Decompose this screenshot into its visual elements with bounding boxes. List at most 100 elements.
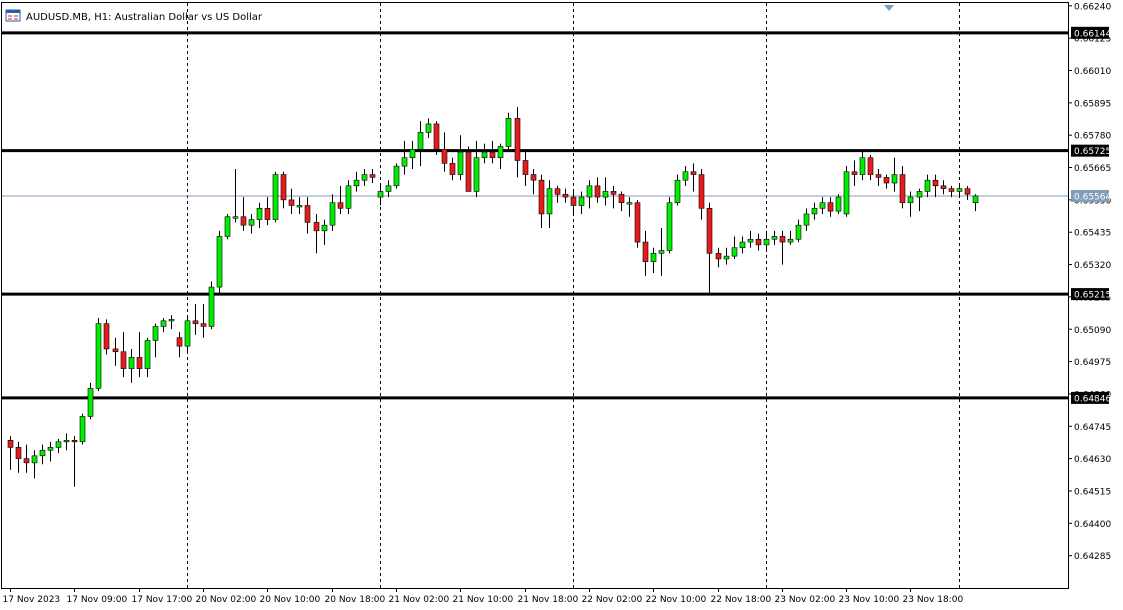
candle-body-bull bbox=[361, 174, 368, 181]
candle bbox=[811, 202, 818, 220]
candle-body-bear bbox=[441, 148, 448, 164]
level-label-box bbox=[1071, 26, 1109, 39]
candle-body-bear bbox=[200, 323, 207, 327]
candle bbox=[296, 197, 303, 214]
candle bbox=[610, 185, 617, 209]
candle-body-bear bbox=[337, 202, 344, 209]
x-tick-label: 23 Nov 02:00 bbox=[775, 595, 836, 605]
candle-body-bear bbox=[304, 205, 311, 223]
chart-header: AUDUSD.MB, H1: Australian Dollar vs US D… bbox=[5, 9, 263, 23]
y-tick-label: 0.64515 bbox=[1074, 487, 1111, 497]
candle bbox=[409, 140, 416, 169]
candle bbox=[666, 197, 673, 254]
candle-body-bull bbox=[401, 157, 408, 167]
level-label: 0.64846 bbox=[1074, 394, 1111, 404]
candle bbox=[385, 180, 392, 198]
candle-body-bear bbox=[875, 174, 882, 178]
shift-marker-icon[interactable] bbox=[884, 5, 894, 11]
candle-body-bull bbox=[63, 440, 70, 443]
level-label-box bbox=[1071, 288, 1109, 301]
candle bbox=[192, 303, 199, 335]
candle bbox=[650, 247, 657, 273]
candle bbox=[626, 197, 633, 217]
candle-body-bull bbox=[795, 224, 802, 240]
candle bbox=[779, 230, 786, 265]
candle bbox=[658, 228, 665, 276]
x-tick-label: 21 Nov 10:00 bbox=[453, 595, 514, 605]
candle bbox=[618, 191, 625, 212]
x-tick-label: 23 Nov 18:00 bbox=[903, 595, 964, 605]
candle bbox=[47, 441, 54, 462]
candle bbox=[369, 168, 376, 183]
candle-body-bear bbox=[369, 174, 376, 178]
candle bbox=[578, 191, 585, 214]
y-tick-label: 0.65665 bbox=[1074, 164, 1111, 174]
candle-body-bull bbox=[353, 179, 360, 187]
candle bbox=[481, 143, 488, 164]
candle-body-bull bbox=[916, 191, 923, 198]
candle bbox=[232, 168, 239, 223]
candle-body-bear bbox=[634, 202, 641, 243]
candle-body-bull bbox=[819, 202, 826, 209]
y-tick-label: 0.64400 bbox=[1074, 520, 1111, 530]
candle-body-bear bbox=[570, 196, 577, 206]
candle-body-bull bbox=[739, 241, 746, 248]
candle-body-bull bbox=[771, 236, 778, 240]
candle-body-bear bbox=[264, 208, 271, 220]
candle bbox=[916, 188, 923, 212]
y-tick-label: 0.64285 bbox=[1074, 552, 1111, 562]
candle-body-bull bbox=[39, 449, 46, 457]
candle bbox=[79, 413, 86, 445]
candle bbox=[715, 247, 722, 268]
candle bbox=[224, 213, 231, 240]
candle bbox=[401, 140, 408, 175]
candle-body-bear bbox=[940, 185, 947, 189]
y-tick-label: 0.66010 bbox=[1074, 67, 1111, 77]
candle bbox=[39, 444, 46, 465]
candle bbox=[706, 202, 713, 293]
chart-window-icon[interactable] bbox=[5, 9, 21, 22]
candle bbox=[948, 185, 955, 198]
candle-body-bull bbox=[747, 238, 754, 243]
candle bbox=[361, 168, 368, 186]
candle-body-bull bbox=[345, 185, 352, 209]
candle bbox=[964, 185, 971, 200]
candle bbox=[208, 281, 215, 330]
candle bbox=[240, 197, 247, 231]
candle bbox=[634, 199, 641, 248]
candle-body-bear bbox=[715, 253, 722, 260]
candle-body-bull bbox=[578, 196, 585, 206]
time-axis[interactable]: 17 Nov 2023 17 Nov 09:00 17 Nov 17:00 20 No… bbox=[3, 588, 964, 605]
x-tick-label: 22 Nov 10:00 bbox=[646, 595, 707, 605]
candle bbox=[819, 197, 826, 214]
chart-title: AUDUSD.MB, H1: Australian Dollar vs US D… bbox=[26, 12, 263, 23]
candle-body-bear bbox=[932, 179, 939, 187]
candle bbox=[433, 121, 440, 155]
candle bbox=[120, 332, 127, 378]
candle bbox=[891, 157, 898, 192]
candle-body-bear bbox=[706, 208, 713, 254]
candle-body-bull bbox=[87, 388, 94, 417]
candle-body-bear bbox=[514, 118, 521, 161]
y-tick-label: 0.64745 bbox=[1074, 423, 1111, 433]
candle-body-bear bbox=[755, 238, 762, 246]
candle bbox=[112, 337, 119, 366]
candle bbox=[562, 188, 569, 203]
candle-body-bull bbox=[481, 151, 488, 158]
candle-body-bear bbox=[192, 320, 199, 324]
candle-body-bear bbox=[522, 160, 529, 175]
candle bbox=[835, 194, 842, 214]
candle bbox=[136, 332, 143, 378]
candle bbox=[875, 168, 882, 186]
candle bbox=[345, 180, 352, 214]
candle-body-bear bbox=[280, 174, 287, 201]
candle bbox=[184, 318, 191, 352]
candle bbox=[95, 318, 102, 392]
candle bbox=[843, 166, 850, 217]
candle-body-bull bbox=[232, 216, 239, 219]
level-label: 0.65725 bbox=[1074, 147, 1111, 157]
candle bbox=[176, 332, 183, 358]
y-tick-label: 0.65090 bbox=[1074, 326, 1111, 336]
